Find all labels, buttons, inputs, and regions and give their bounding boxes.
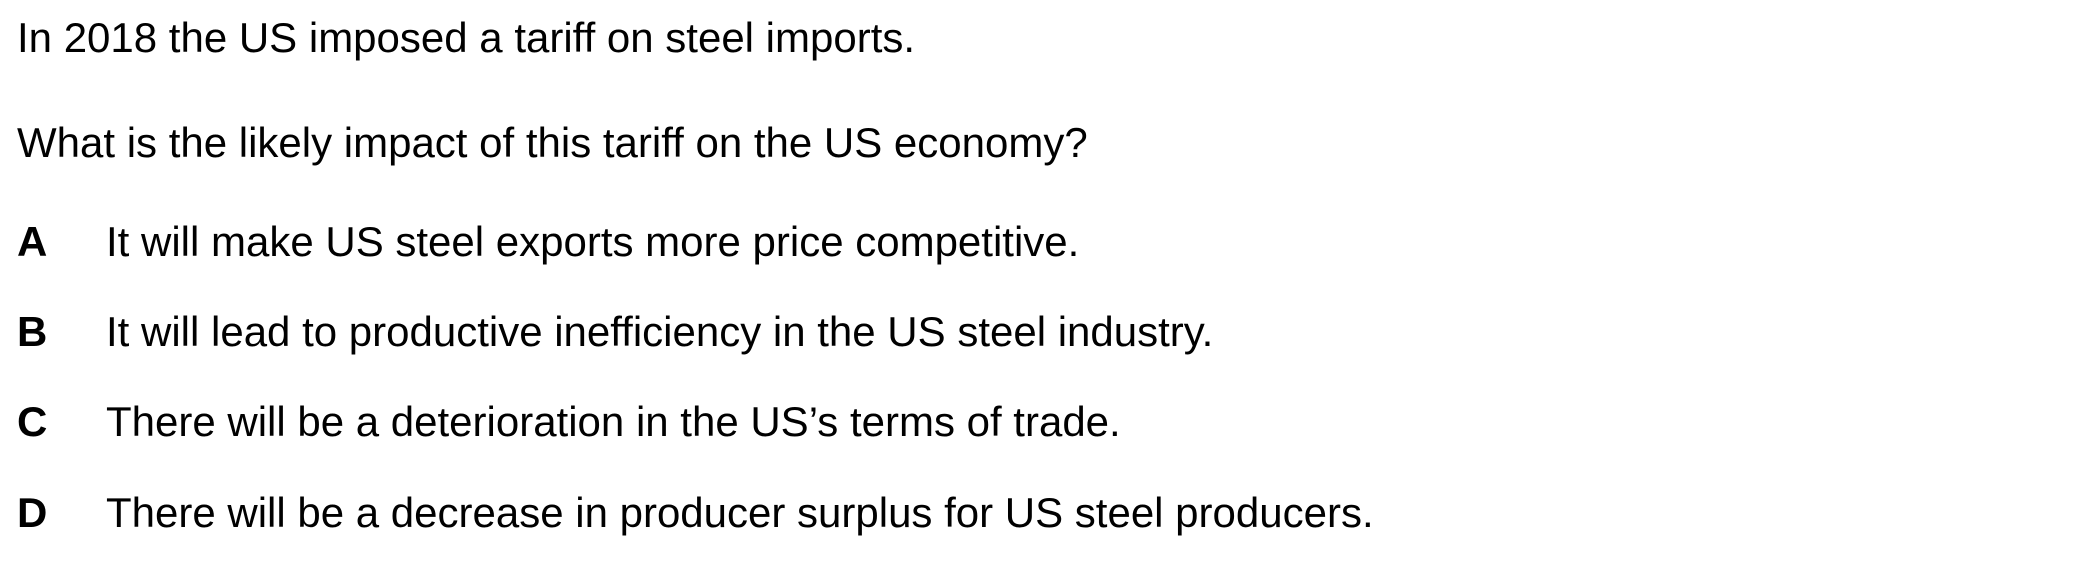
option-letter: D (17, 489, 48, 536)
option-d: D There will be a decrease in producer s… (0, 488, 2100, 538)
option-c: C There will be a deterioration in the U… (0, 397, 2100, 447)
question-context: In 2018 the US imposed a tariff on steel… (17, 14, 916, 61)
option-b: B It will lead to productive inefficienc… (0, 307, 2100, 357)
option-letter: B (17, 308, 48, 355)
option-text: There will be a deterioration in the US’… (106, 398, 1121, 445)
option-letter: A (17, 218, 48, 265)
question-prompt: What is the likely impact of this tariff… (17, 119, 1088, 166)
option-text: There will be a decrease in producer sur… (106, 489, 1374, 536)
option-a: A It will make US steel exports more pri… (0, 217, 2100, 267)
option-letter: C (17, 398, 48, 445)
option-text: It will lead to productive inefficiency … (106, 308, 1214, 355)
option-text: It will make US steel exports more price… (106, 218, 1080, 265)
